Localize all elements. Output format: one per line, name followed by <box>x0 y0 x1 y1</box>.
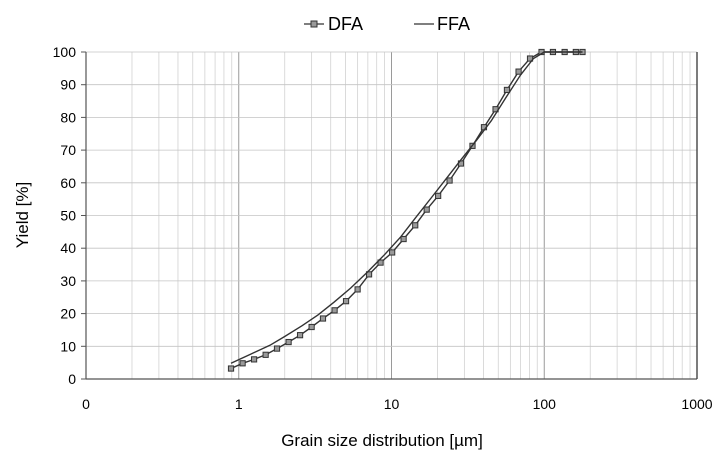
series-layer <box>227 48 586 372</box>
data-point-dfa <box>250 356 258 363</box>
data-point-dfa <box>273 345 281 352</box>
y-tick-label: 80 <box>60 109 76 125</box>
data-point-dfa <box>331 307 338 314</box>
data-point-dfa <box>239 360 246 367</box>
data-point-dfa <box>319 315 327 322</box>
legend-item-ffa: FFA <box>414 14 470 34</box>
y-tick-label: 50 <box>60 208 76 224</box>
y-tick-label: 20 <box>60 306 76 322</box>
legend: DFA FFA <box>304 14 470 34</box>
data-point-dfa <box>262 351 269 358</box>
data-point-dfa <box>365 271 373 278</box>
data-point-dfa <box>389 249 396 256</box>
data-point-dfa <box>227 365 235 372</box>
x-tick-label: 1 <box>235 396 243 412</box>
legend-dfa-label: DFA <box>328 14 363 34</box>
data-point-dfa <box>423 206 430 213</box>
data-point-dfa <box>285 338 292 346</box>
data-point-dfa <box>503 86 511 94</box>
y-tick-labels: 0 10 20 30 40 50 60 70 80 90 100 <box>53 44 77 387</box>
y-tick-label: 0 <box>68 371 76 387</box>
y-tick-label: 40 <box>60 240 76 256</box>
legend-ffa-label: FFA <box>437 14 470 34</box>
data-point-dfa <box>446 177 453 184</box>
x-tick-label: 0 <box>82 396 90 412</box>
x-tick-label: 10 <box>384 396 400 412</box>
y-tick-label: 30 <box>60 273 76 289</box>
y-tick-label: 10 <box>60 338 76 354</box>
data-point-dfa <box>435 192 442 199</box>
grid-lines <box>85 51 698 380</box>
y-tick-label: 90 <box>60 77 76 93</box>
legend-item-dfa: DFA <box>304 14 363 34</box>
x-tick-label: 100 <box>533 396 557 412</box>
series-line-ffa <box>230 51 583 364</box>
data-point-dfa <box>342 298 350 305</box>
data-point-dfa <box>308 323 315 331</box>
data-point-dfa <box>412 222 419 229</box>
data-point-dfa <box>377 259 384 266</box>
x-axis-title: Grain size distribution [µm] <box>281 431 483 450</box>
data-point-dfa <box>296 332 304 339</box>
axes <box>81 51 698 380</box>
y-tick-label: 70 <box>60 142 76 158</box>
y-tick-label: 60 <box>60 175 76 191</box>
y-tick-label: 100 <box>53 44 77 60</box>
data-point-dfa <box>515 68 522 75</box>
data-point-dfa <box>354 286 361 293</box>
data-point-dfa <box>400 235 407 243</box>
x-tick-label: 1000 <box>681 396 712 412</box>
x-tick-labels: 0 1 10 100 1000 <box>82 396 713 412</box>
y-axis-title: Yield [%] <box>13 182 32 248</box>
legend-dfa-marker <box>310 20 318 28</box>
